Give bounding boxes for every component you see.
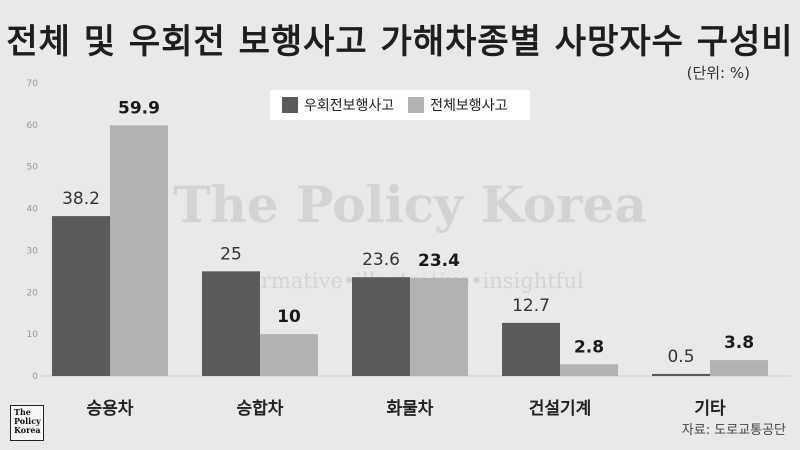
bar-series1: [52, 216, 110, 376]
legend-label-series2: 전체보행사고: [430, 98, 508, 114]
y-tick-label: 40: [27, 205, 39, 215]
x-tick-label: 승합차: [237, 398, 284, 419]
x-tick-label: 기타: [694, 399, 726, 419]
bar-series1: [652, 373, 710, 376]
data-label: 12.7: [512, 296, 550, 316]
legend-swatch-series1: [282, 97, 298, 113]
x-tick-label: 승용차: [87, 399, 134, 419]
y-tick-label: 30: [27, 246, 39, 256]
data-label: 59.9: [118, 98, 160, 118]
y-tick-label: 50: [27, 163, 39, 173]
bar-series2: [710, 360, 768, 376]
legend-label-series1: 우회전보행사고: [304, 98, 395, 114]
bar-series2: [560, 364, 618, 376]
bar-series2: [410, 278, 468, 376]
watermark-title: The Policy Korea: [173, 175, 647, 234]
data-label: 23.4: [418, 251, 460, 271]
legend: 우회전보행사고 전체보행사고: [270, 90, 530, 120]
legend-item-series1: 우회전보행사고: [282, 95, 394, 115]
y-tick-label: 0: [32, 372, 38, 382]
bar-series1: [202, 271, 260, 376]
y-tick-label: 10: [27, 330, 39, 340]
bar-series2: [260, 334, 318, 376]
legend-item-series2: 전체보행사고: [408, 95, 507, 115]
bar-series1: [502, 322, 560, 376]
unit-label: (단위: %): [686, 64, 750, 82]
data-label: 3.8: [724, 333, 754, 353]
bar-series1: [352, 277, 410, 376]
data-label: 38.2: [62, 189, 100, 209]
publisher-logo: The Policy Korea: [10, 405, 44, 441]
y-tick-label: 70: [27, 79, 39, 89]
data-label: 0.5: [667, 347, 694, 367]
chart-title: 전체 및 우회전 보행사고 가해차종별 사망자수 구성비: [6, 22, 794, 62]
legend-swatch-series2: [408, 97, 425, 113]
data-label: 25: [220, 244, 242, 264]
x-tick-label: 화물차: [387, 399, 434, 419]
source-note: 자료: 도로교통공단: [681, 423, 786, 438]
y-tick-label: 20: [27, 288, 39, 298]
data-label: 10: [277, 307, 301, 327]
x-tick-label: 건설기계: [529, 399, 592, 419]
data-label: 2.8: [574, 337, 604, 357]
bar-series2: [110, 125, 168, 376]
data-label: 23.6: [362, 250, 400, 270]
y-tick-label: 60: [27, 121, 39, 131]
